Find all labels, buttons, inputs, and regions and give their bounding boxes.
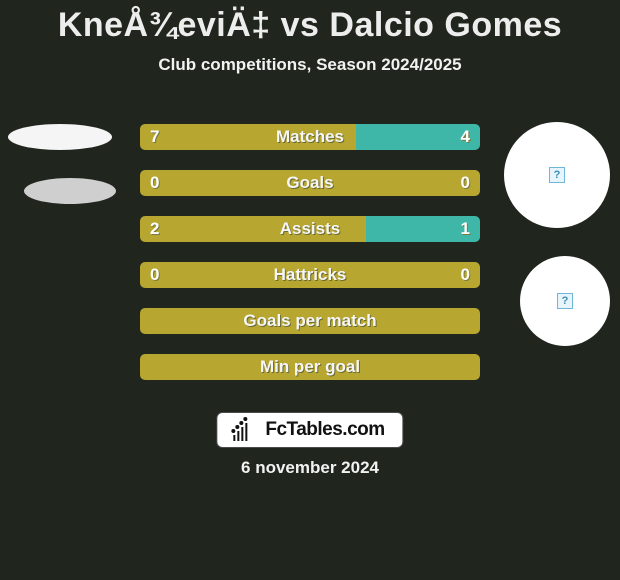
stat-value-left: 0 — [150, 265, 159, 285]
page-subtitle: Club competitions, Season 2024/2025 — [0, 55, 620, 75]
stat-bar-left-segment — [140, 170, 480, 196]
stat-bar-left-segment — [140, 262, 480, 288]
stat-bar: Goals00 — [140, 170, 480, 196]
stat-bar-left-segment — [140, 308, 480, 334]
stat-bar: Hattricks00 — [140, 262, 480, 288]
stat-value-left: 0 — [150, 173, 159, 193]
stat-value-right: 0 — [461, 265, 470, 285]
stat-bar: Assists21 — [140, 216, 480, 242]
body-area: Matches74Goals00Assists21Hattricks00Goal… — [0, 100, 620, 400]
page-title: KneÅ¾eviÄ‡ vs Dalcio Gomes — [0, 0, 620, 45]
logo-text: FcTables.com — [265, 419, 384, 441]
stat-bar-left-segment — [140, 354, 480, 380]
stat-value-right: 0 — [461, 173, 470, 193]
club-logo-placeholder: ? — [504, 122, 610, 228]
stat-value-right: 1 — [461, 219, 470, 239]
fctables-logo: FcTables.com — [216, 412, 403, 448]
logo-glyph-icon — [231, 419, 257, 441]
stat-value-left: 7 — [150, 127, 159, 147]
missing-image-icon: ? — [557, 293, 573, 309]
stat-bars: Matches74Goals00Assists21Hattricks00Goal… — [140, 124, 480, 400]
avatar-ellipse — [8, 124, 112, 150]
right-avatar-column: ?? — [490, 100, 610, 400]
missing-image-icon: ? — [549, 167, 565, 183]
stat-bar: Min per goal — [140, 354, 480, 380]
stat-value-right: 4 — [461, 127, 470, 147]
stat-bar: Matches74 — [140, 124, 480, 150]
club-logo-placeholder: ? — [520, 256, 610, 346]
stat-value-left: 2 — [150, 219, 159, 239]
footer-date: 6 november 2024 — [0, 458, 620, 478]
stat-bar-left-segment — [140, 216, 366, 242]
stats-card: KneÅ¾eviÄ‡ vs Dalcio Gomes Club competit… — [0, 0, 620, 580]
stat-bar-left-segment — [140, 124, 356, 150]
stat-bar: Goals per match — [140, 308, 480, 334]
left-avatar-column — [0, 100, 130, 400]
avatar-ellipse — [24, 178, 116, 204]
